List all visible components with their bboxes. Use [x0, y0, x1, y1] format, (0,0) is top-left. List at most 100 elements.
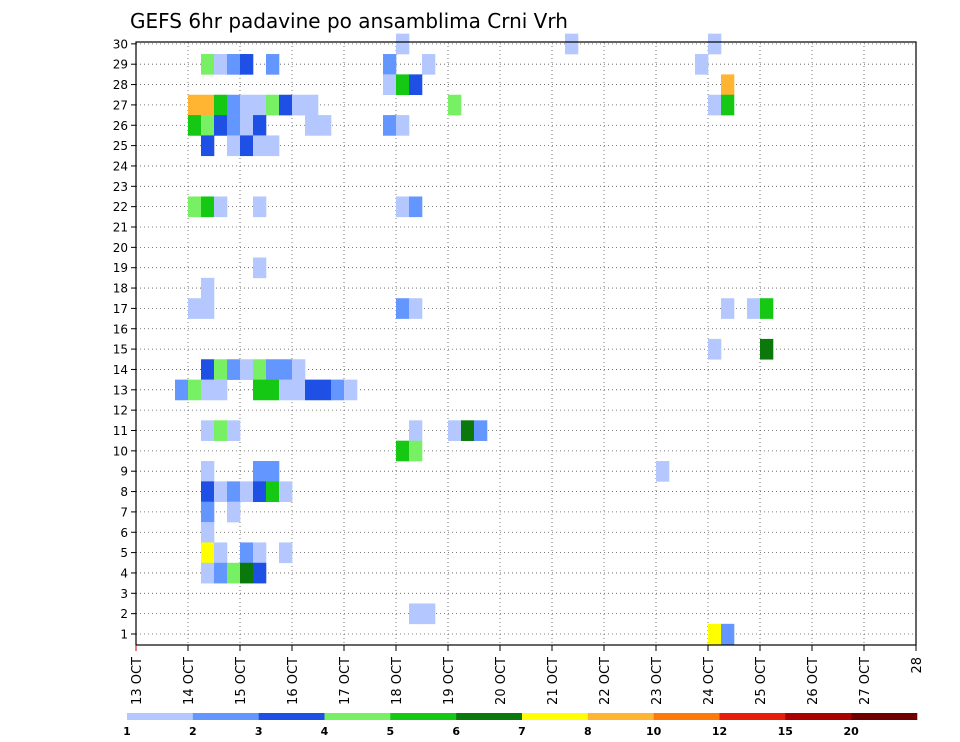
colorbar: 1 2 3 4 5 6 7 8 10 12 15 20 — [123, 713, 918, 738]
data-cell — [175, 379, 189, 401]
colorbar-label: 7 — [518, 725, 526, 738]
colorbar-swatch — [192, 713, 259, 720]
x-tick-label: 15 OCT — [234, 657, 249, 705]
x-tick-label: 14 OCT — [182, 657, 197, 705]
data-cell — [201, 196, 215, 218]
data-cell — [201, 277, 215, 299]
x-axis: 13 OCT 14 OCT 15 OCT 16 OCT 17 OCT 18 OCT 19 O… — [130, 645, 925, 705]
data-cell — [266, 379, 280, 401]
colorbar-swatch — [324, 713, 391, 720]
data-cell — [448, 94, 462, 116]
data-cell — [188, 379, 202, 401]
data-cell — [253, 196, 267, 218]
data-cell — [760, 298, 774, 319]
data-cells — [175, 33, 774, 645]
data-cell — [240, 94, 254, 116]
colorbar-label: 3 — [255, 725, 263, 738]
x-tick-label: 21 OCT — [546, 657, 561, 705]
data-cell — [721, 94, 735, 116]
colorbar-label: 4 — [321, 725, 329, 738]
x-tick-label: 23 OCT — [650, 657, 665, 705]
data-cell — [409, 603, 423, 625]
y-tick-label: 18 — [113, 282, 128, 296]
y-tick-label: 11 — [113, 424, 128, 438]
y-tick-label: 14 — [113, 363, 128, 377]
x-tick-label: 24 OCT — [702, 657, 717, 705]
data-cell — [214, 481, 228, 503]
data-cell — [240, 54, 254, 75]
y-tick-label: 5 — [120, 546, 128, 560]
data-cell — [201, 562, 215, 584]
data-cell — [227, 481, 241, 503]
y-tick-label: 23 — [113, 180, 128, 194]
data-cell — [305, 379, 319, 401]
y-tick-label: 26 — [113, 119, 128, 133]
data-cell — [214, 420, 228, 441]
data-cell — [396, 440, 410, 462]
x-tick-label: 22 OCT — [598, 657, 613, 705]
data-cell — [383, 115, 397, 136]
data-cell — [409, 440, 423, 462]
x-tick-label: 18 OCT — [390, 657, 405, 705]
data-cell — [188, 115, 202, 136]
x-tick-label: 25 OCT — [754, 657, 769, 705]
y-tick-label: 9 — [120, 465, 128, 479]
y-tick-label: 1 — [120, 628, 128, 642]
data-cell — [474, 420, 488, 441]
data-cell — [201, 461, 215, 482]
data-cell — [279, 542, 293, 564]
data-cell — [396, 115, 410, 136]
data-cell — [201, 481, 215, 503]
chart-title: GEFS 6hr padavine po ansamblima Crni Vrh — [130, 9, 568, 33]
x-tick-label: 27 OCT — [858, 657, 873, 705]
data-cell — [721, 74, 735, 96]
data-cell — [721, 298, 735, 319]
y-tick-label: 7 — [120, 505, 128, 519]
x-tick-label: 19 OCT — [442, 657, 457, 705]
data-cell — [656, 461, 670, 482]
data-cell — [253, 379, 267, 401]
y-tick-label: 4 — [120, 566, 128, 580]
y-tick-label: 2 — [120, 607, 128, 621]
data-cell — [240, 359, 254, 380]
data-cell — [292, 94, 306, 116]
data-cell — [708, 33, 722, 55]
colorbar-swatch — [456, 713, 523, 720]
data-cell — [214, 196, 228, 218]
y-axis: 1234567891011121314151617181920212223242… — [113, 37, 136, 642]
data-cell — [383, 54, 397, 75]
data-cell — [188, 94, 202, 116]
data-cell — [227, 562, 241, 584]
data-cell — [409, 298, 423, 319]
data-cell — [214, 562, 228, 584]
data-cell — [240, 115, 254, 136]
data-cell — [708, 94, 722, 116]
data-cell — [214, 115, 228, 136]
x-tick-label: 13 OCT — [130, 657, 145, 705]
data-cell — [695, 54, 709, 75]
data-cell — [201, 359, 215, 380]
y-tick-label: 20 — [113, 241, 128, 255]
colorbar-label: 8 — [584, 725, 592, 738]
y-tick-label: 24 — [113, 159, 128, 173]
data-cell — [747, 298, 761, 319]
data-cell — [409, 74, 423, 96]
y-tick-label: 13 — [113, 383, 128, 397]
data-cell — [708, 338, 722, 360]
data-cell — [279, 481, 293, 503]
colorbar-swatch — [390, 713, 457, 720]
data-cell — [214, 54, 228, 75]
data-cell — [227, 94, 241, 116]
data-cell — [214, 359, 228, 380]
data-cell — [279, 379, 293, 401]
data-cell — [201, 522, 215, 543]
data-cell — [214, 379, 228, 401]
colorbar-label: 12 — [712, 725, 727, 738]
data-cell — [240, 135, 254, 157]
colorbar-label: 5 — [386, 725, 394, 738]
y-tick-label: 12 — [113, 404, 128, 418]
x-tick-label: 17 OCT — [338, 657, 353, 705]
data-cell — [266, 54, 280, 75]
data-cell — [396, 196, 410, 218]
